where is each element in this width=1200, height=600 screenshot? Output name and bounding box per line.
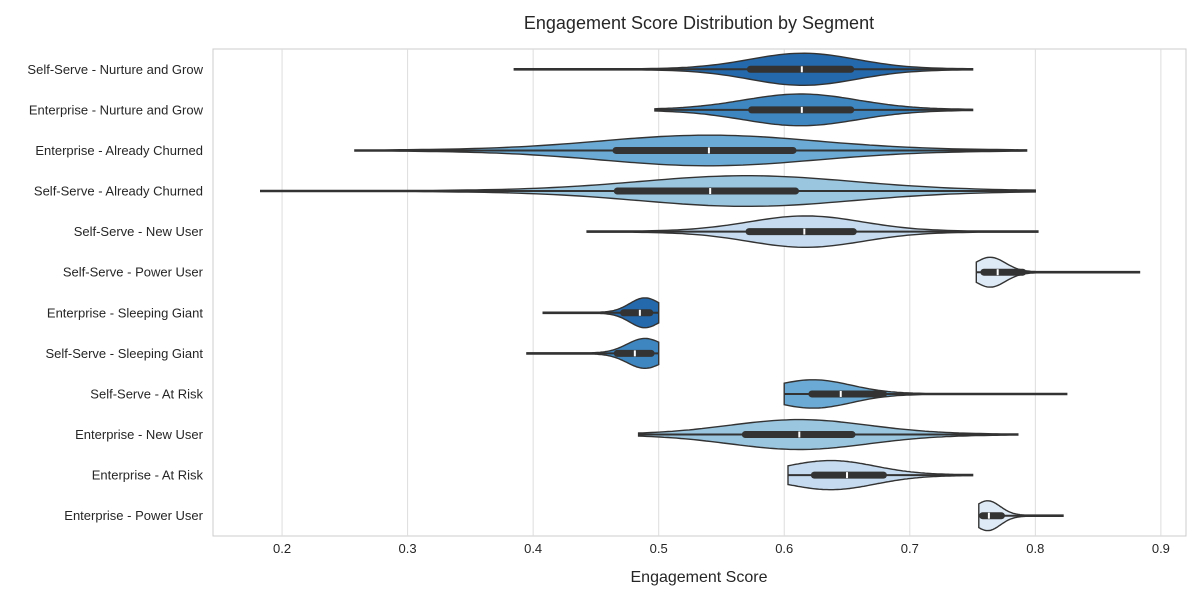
x-tick-label: 0.2 [273, 541, 291, 556]
y-tick-label: Enterprise - Nurture and Grow [29, 102, 204, 117]
y-tick-label: Self-Serve - New User [74, 224, 204, 239]
y-tick-label: Self-Serve - Already Churned [34, 184, 203, 199]
gridlines [281, 49, 1162, 536]
x-tick-label: 0.7 [901, 541, 919, 556]
y-tick-labels: Self-Serve - Nurture and Grow Enterprise … [27, 62, 203, 523]
y-tick-label: Enterprise - At Risk [92, 468, 204, 483]
x-tick-label: 0.4 [524, 541, 542, 556]
y-tick-label: Self-Serve - At Risk [90, 386, 203, 401]
y-tick-label: Self-Serve - Power User [63, 265, 204, 280]
inner-boxes [260, 65, 1140, 520]
chart-title: Engagement Score Distribution by Segment [524, 13, 874, 33]
x-tick-label: 0.6 [775, 541, 793, 556]
plot-area [212, 48, 1187, 537]
y-tick-label: Enterprise - Sleeping Giant [47, 305, 203, 320]
y-tick-label: Enterprise - New User [75, 427, 204, 442]
x-tick-label: 0.9 [1152, 541, 1170, 556]
x-tick-labels: 0.2 0.3 0.4 0.5 0.6 0.7 0.8 0.9 [273, 541, 1170, 556]
y-tick-label: Enterprise - Power User [64, 508, 203, 523]
y-tick-label: Self-Serve - Nurture and Grow [27, 62, 203, 77]
x-tick-label: 0.3 [399, 541, 417, 556]
x-tick-label: 0.5 [650, 541, 668, 556]
y-tick-label: Self-Serve - Sleeping Giant [45, 346, 203, 361]
x-axis-label: Engagement Score [631, 569, 768, 586]
x-tick-label: 0.8 [1026, 541, 1044, 556]
y-tick-label: Enterprise - Already Churned [35, 143, 203, 158]
